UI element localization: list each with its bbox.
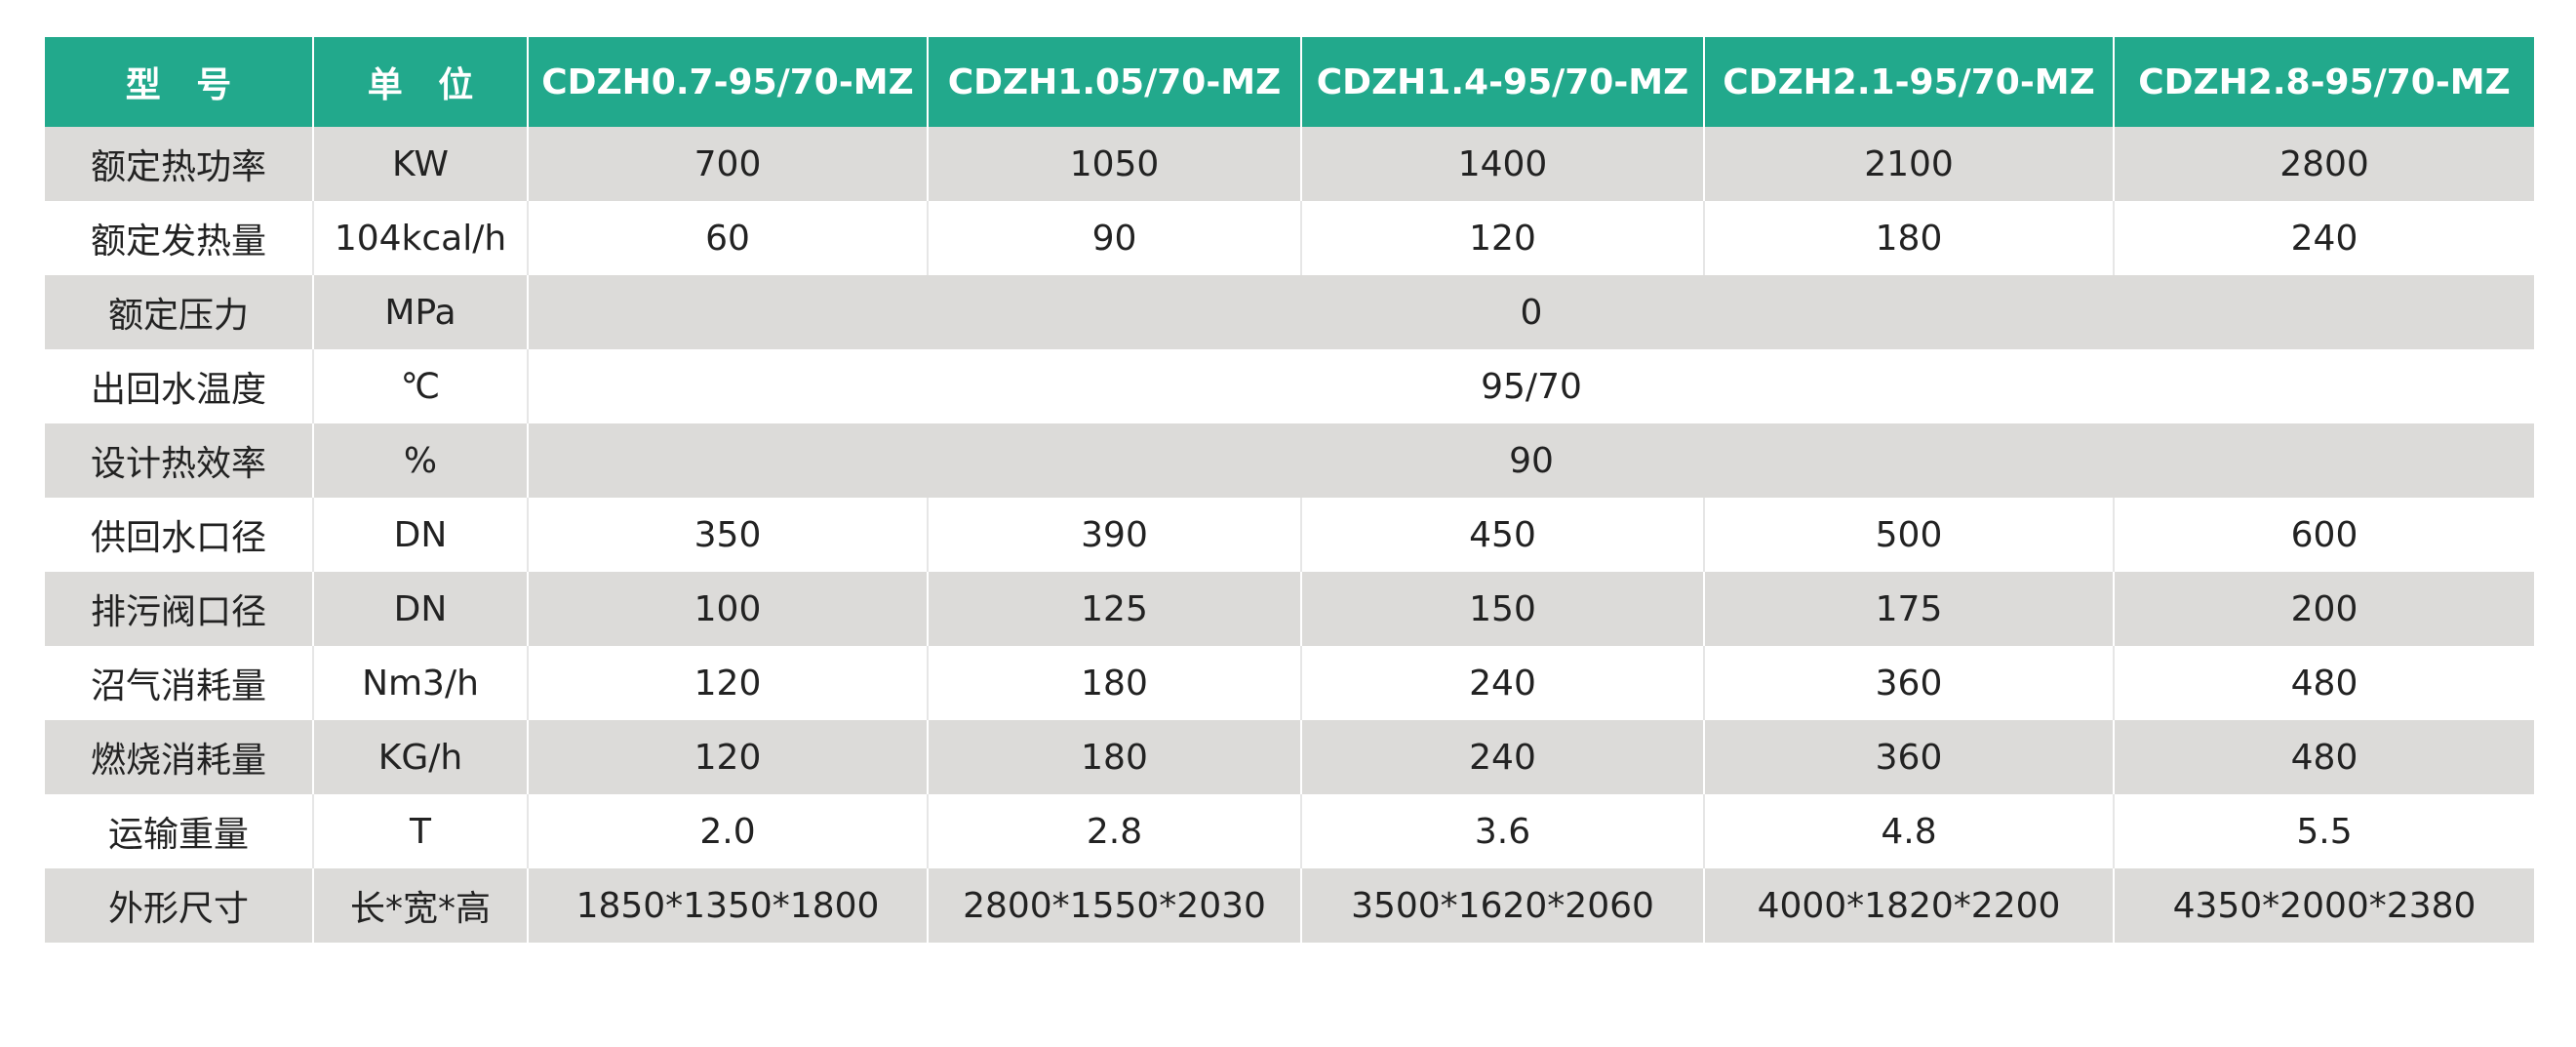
value-cell: 1850*1350*1800 [528, 868, 929, 943]
value-cell: 1050 [928, 127, 1302, 201]
header-model-1: CDZH0.7-95/70-MZ [528, 37, 929, 127]
row-unit: 104kcal/h [313, 201, 529, 275]
row-unit: Nm3/h [313, 646, 529, 720]
value-cell: 4000*1820*2200 [1704, 868, 2115, 943]
row-label: 排污阀口径 [45, 572, 314, 646]
value-cell: 3500*1620*2060 [1301, 868, 1705, 943]
merged-value-cell: 95/70 [528, 349, 2534, 423]
merged-value-cell: 0 [528, 275, 2534, 349]
value-cell: 350 [528, 498, 929, 572]
row-label: 燃烧消耗量 [45, 720, 314, 794]
value-cell: 480 [2114, 720, 2534, 794]
value-cell: 240 [1301, 720, 1705, 794]
row-unit: 长*宽*高 [313, 868, 529, 943]
table-row: 外形尺寸 长*宽*高 1850*1350*1800 2800*1550*2030 350… [45, 868, 2534, 943]
merged-value-cell: 90 [528, 423, 2534, 498]
table-row: 燃烧消耗量 KG/h 120 180 240 360 480 [45, 720, 2534, 794]
value-cell: 100 [528, 572, 929, 646]
header-model-5: CDZH2.8-95/70-MZ [2114, 37, 2534, 127]
value-cell: 120 [528, 646, 929, 720]
row-label: 设计热效率 [45, 423, 314, 498]
value-cell: 390 [928, 498, 1302, 572]
value-cell: 700 [528, 127, 929, 201]
table-row: 额定压力 MPa 0 [45, 275, 2534, 349]
value-cell: 600 [2114, 498, 2534, 572]
row-label: 额定热功率 [45, 127, 314, 201]
row-label: 运输重量 [45, 794, 314, 868]
table-row: 出回水温度 ℃ 95/70 [45, 349, 2534, 423]
value-cell: 450 [1301, 498, 1705, 572]
table-body: 额定热功率 KW 700 1050 1400 2100 2800 额定发热量 104kcal/h… [45, 127, 2534, 943]
row-unit: % [313, 423, 529, 498]
value-cell: 240 [2114, 201, 2534, 275]
table-row: 运输重量 T 2.0 2.8 3.6 4.8 5.5 [45, 794, 2534, 868]
table-row: 供回水口径 DN 350 390 450 500 600 [45, 498, 2534, 572]
value-cell: 360 [1704, 646, 2115, 720]
value-cell: 2.0 [528, 794, 929, 868]
row-unit: DN [313, 572, 529, 646]
value-cell: 1400 [1301, 127, 1705, 201]
row-unit: DN [313, 498, 529, 572]
header-row: 型 号 单 位 CDZH0.7-95/70-MZ CDZH1.05/70-MZ … [45, 37, 2534, 127]
value-cell: 200 [2114, 572, 2534, 646]
value-cell: 2.8 [928, 794, 1302, 868]
value-cell: 120 [1301, 201, 1705, 275]
row-label: 供回水口径 [45, 498, 314, 572]
row-label: 额定压力 [45, 275, 314, 349]
row-label: 额定发热量 [45, 201, 314, 275]
value-cell: 4.8 [1704, 794, 2115, 868]
value-cell: 175 [1704, 572, 2115, 646]
value-cell: 2800 [2114, 127, 2534, 201]
row-label: 出回水温度 [45, 349, 314, 423]
row-label: 沼气消耗量 [45, 646, 314, 720]
row-unit: KW [313, 127, 529, 201]
header-unit: 单 位 [313, 37, 529, 127]
row-unit: KG/h [313, 720, 529, 794]
header-model-2: CDZH1.05/70-MZ [928, 37, 1302, 127]
table-row: 额定热功率 KW 700 1050 1400 2100 2800 [45, 127, 2534, 201]
value-cell: 180 [928, 646, 1302, 720]
table-row: 设计热效率% 90 [45, 423, 2534, 498]
value-cell: 90 [928, 201, 1302, 275]
value-cell: 125 [928, 572, 1302, 646]
value-cell: 5.5 [2114, 794, 2534, 868]
value-cell: 2100 [1704, 127, 2115, 201]
table-row: 额定发热量 104kcal/h 60 90 120 180 240 [45, 201, 2534, 275]
spec-table: 型 号 单 位 CDZH0.7-95/70-MZ CDZH1.05/70-MZ … [45, 37, 2534, 943]
table-row: 沼气消耗量 Nm3/h 120 180 240 360 480 [45, 646, 2534, 720]
value-cell: 240 [1301, 646, 1705, 720]
header-model-3: CDZH1.4-95/70-MZ [1301, 37, 1705, 127]
table-header: 型 号 单 位 CDZH0.7-95/70-MZ CDZH1.05/70-MZ … [45, 37, 2534, 127]
value-cell: 3.6 [1301, 794, 1705, 868]
row-unit: T [313, 794, 529, 868]
row-unit: ℃ [313, 349, 529, 423]
value-cell: 120 [528, 720, 929, 794]
value-cell: 60 [528, 201, 929, 275]
value-cell: 500 [1704, 498, 2115, 572]
value-cell: 180 [1704, 201, 2115, 275]
value-cell: 4350*2000*2380 [2114, 868, 2534, 943]
row-unit: MPa [313, 275, 529, 349]
value-cell: 180 [928, 720, 1302, 794]
header-model-4: CDZH2.1-95/70-MZ [1704, 37, 2115, 127]
value-cell: 150 [1301, 572, 1705, 646]
table-row: 排污阀口径 DN 100 125 150 175 200 [45, 572, 2534, 646]
row-label: 外形尺寸 [45, 868, 314, 943]
value-cell: 360 [1704, 720, 2115, 794]
value-cell: 2800*1550*2030 [928, 868, 1302, 943]
header-model: 型 号 [45, 37, 314, 127]
value-cell: 480 [2114, 646, 2534, 720]
